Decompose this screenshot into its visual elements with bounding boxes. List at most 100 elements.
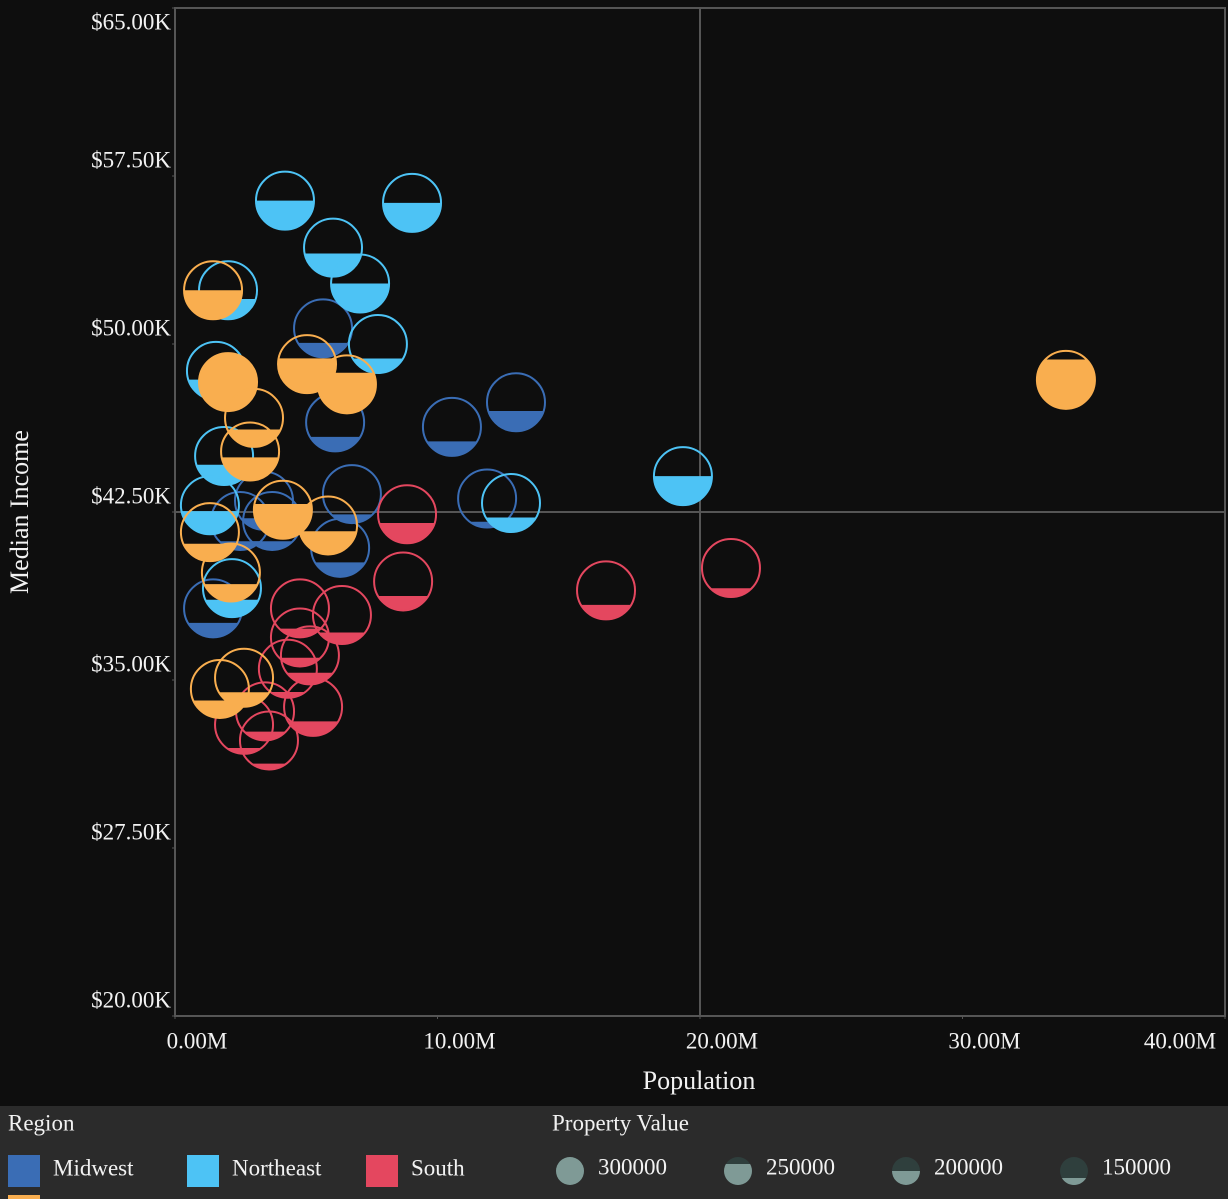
size-legend-label: 200000 bbox=[934, 1154, 1003, 1179]
point-outline bbox=[373, 551, 434, 612]
size-legend-title: Property Value bbox=[552, 1110, 689, 1135]
point-fill bbox=[317, 372, 376, 414]
point-outline bbox=[700, 538, 761, 598]
point-outline bbox=[183, 260, 244, 321]
point-outline bbox=[303, 217, 364, 278]
point-outline bbox=[252, 479, 313, 540]
x-tick-label: 0.00M bbox=[167, 1028, 228, 1053]
point bbox=[652, 446, 713, 507]
point bbox=[316, 354, 377, 415]
point-outline bbox=[330, 253, 391, 314]
size-legend-label: 300000 bbox=[598, 1154, 667, 1179]
point bbox=[1035, 349, 1096, 410]
y-tick-label: $50.00K bbox=[91, 315, 171, 340]
point bbox=[254, 170, 315, 231]
point-outline bbox=[254, 170, 315, 231]
size-legend-fill bbox=[556, 1157, 584, 1185]
point-outline bbox=[257, 638, 318, 699]
y-tick-label: $27.50K bbox=[91, 819, 171, 844]
point bbox=[201, 558, 262, 619]
point-outline bbox=[298, 495, 359, 556]
point-outline bbox=[321, 464, 382, 525]
point bbox=[576, 560, 637, 621]
point-outline bbox=[269, 578, 330, 639]
point bbox=[421, 396, 482, 457]
legend-swatch bbox=[8, 1155, 40, 1187]
y-tick-label: $65.00K bbox=[91, 9, 171, 34]
point bbox=[321, 464, 382, 525]
point bbox=[382, 172, 443, 233]
point bbox=[179, 475, 240, 536]
point bbox=[481, 473, 541, 534]
point bbox=[200, 542, 261, 603]
y-tick-label: $20.00K bbox=[91, 987, 171, 1012]
size-legend-fill bbox=[1061, 1178, 1087, 1186]
y-tick-label: $35.00K bbox=[91, 651, 171, 676]
point bbox=[214, 647, 275, 708]
point-fill bbox=[253, 503, 312, 539]
point-fill bbox=[227, 429, 281, 447]
point-outline bbox=[576, 560, 637, 621]
point bbox=[700, 538, 761, 598]
point-outline bbox=[179, 502, 240, 563]
point bbox=[198, 352, 259, 413]
size-legend-label: 150000 bbox=[1102, 1154, 1171, 1179]
size-legend-icon bbox=[892, 1157, 920, 1185]
point bbox=[238, 710, 299, 771]
point bbox=[293, 298, 354, 359]
point-outline bbox=[238, 710, 299, 771]
point-fill bbox=[488, 410, 544, 432]
size-legend-icon bbox=[556, 1157, 584, 1185]
legend-label: Midwest bbox=[53, 1155, 134, 1180]
point-outline bbox=[481, 473, 541, 534]
point-fill bbox=[653, 476, 712, 506]
point-outline bbox=[200, 542, 261, 603]
point-fill bbox=[199, 353, 258, 412]
point-fill bbox=[383, 202, 442, 232]
x-tick-label: 40.00M bbox=[1144, 1028, 1216, 1053]
point bbox=[485, 372, 546, 433]
legend-swatch bbox=[187, 1155, 219, 1187]
size-legend-icon bbox=[1060, 1157, 1088, 1186]
point bbox=[252, 479, 313, 540]
point-outline bbox=[283, 676, 344, 737]
point-outline bbox=[214, 647, 275, 708]
point-fill bbox=[304, 253, 362, 277]
y-tick-label: $42.50K bbox=[91, 483, 171, 508]
point-fill bbox=[379, 522, 435, 544]
x-axis-label: Population bbox=[643, 1066, 756, 1095]
point-outline bbox=[421, 396, 482, 457]
y-axis-label: Median Income bbox=[5, 430, 34, 594]
point-outline bbox=[457, 468, 518, 529]
legend-swatch bbox=[366, 1155, 398, 1187]
x-tick-label: 20.00M bbox=[686, 1028, 758, 1053]
point bbox=[220, 421, 281, 482]
point-outline bbox=[179, 475, 240, 536]
point-fill bbox=[299, 531, 357, 555]
point-outline bbox=[293, 298, 354, 359]
point-fill bbox=[181, 511, 239, 535]
size-legend-label: 250000 bbox=[766, 1154, 835, 1179]
point-fill bbox=[1036, 359, 1095, 409]
point bbox=[377, 484, 438, 545]
point-outline bbox=[652, 446, 713, 507]
size-legend-fill bbox=[892, 1171, 920, 1185]
point-outline bbox=[279, 625, 340, 686]
point-outline bbox=[220, 421, 281, 482]
point-outline bbox=[316, 354, 377, 415]
point bbox=[283, 676, 344, 737]
point-outline bbox=[277, 334, 338, 395]
point-outline bbox=[198, 352, 259, 413]
size-legend-fill bbox=[724, 1164, 752, 1185]
point-outline bbox=[201, 558, 262, 619]
point bbox=[269, 607, 330, 668]
background bbox=[0, 0, 1228, 1106]
point bbox=[303, 217, 364, 278]
point bbox=[298, 495, 359, 556]
legend-label: Northeast bbox=[232, 1155, 322, 1180]
point bbox=[183, 260, 244, 321]
point-outline bbox=[485, 372, 546, 433]
point bbox=[224, 387, 285, 448]
point-outline bbox=[311, 585, 372, 646]
